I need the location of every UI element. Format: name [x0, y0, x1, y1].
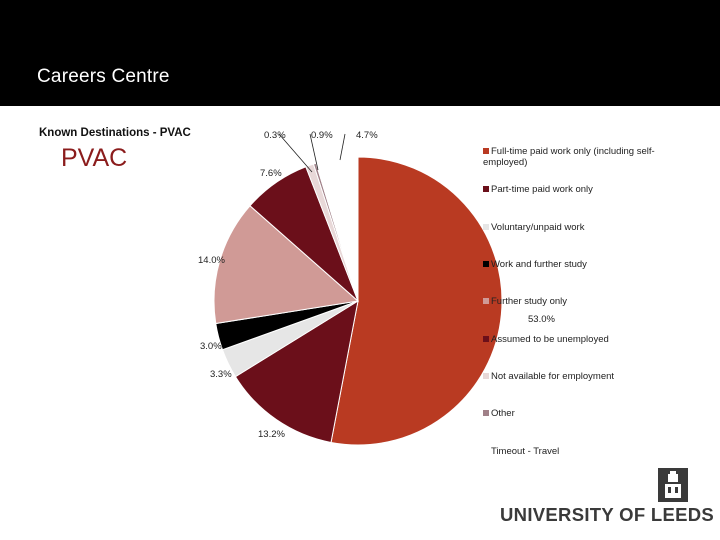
legend-label: Not available for employment — [491, 371, 615, 382]
header-bar: Careers Centre — [0, 0, 720, 106]
legend-swatch — [483, 373, 489, 379]
legend-item: Other — [483, 408, 683, 419]
legend-item: Assumed to be unemployed — [483, 334, 683, 345]
university-crest-icon — [658, 468, 688, 502]
legend-swatch — [483, 224, 489, 230]
legend-swatch — [483, 261, 489, 267]
legend-label: Timeout - Travel — [491, 446, 560, 457]
legend-swatch — [483, 448, 489, 454]
legend-label: Full-time paid work only (including self… — [483, 146, 655, 168]
slice-value-label: 0.9% — [311, 130, 333, 141]
legend-swatch — [483, 186, 489, 192]
legend-item: Part-time paid work only — [483, 184, 683, 195]
chart-subtitle: Known Destinations - PVAC — [39, 127, 191, 139]
legend-label: Further study only — [491, 296, 568, 307]
slice-value-label: 4.7% — [356, 130, 378, 141]
header-title: Careers Centre — [37, 66, 170, 87]
slice-value-label: 3.0% — [200, 341, 222, 352]
slice-value-label: 53.0% — [528, 314, 555, 325]
university-logo: UNIVERSITY OF LEEDS — [500, 466, 714, 526]
slice-leader-line — [309, 133, 319, 171]
university-name: UNIVERSITY OF LEEDS — [500, 504, 715, 525]
slice-leader-line — [339, 133, 346, 161]
legend-swatch — [483, 148, 489, 154]
slice-value-label: 7.6% — [260, 168, 282, 179]
legend-label: Assumed to be unemployed — [491, 334, 609, 345]
legend-item: Work and further study — [483, 259, 683, 270]
legend-item: Voluntary/unpaid work — [483, 222, 683, 233]
legend-label: Work and further study — [491, 259, 587, 270]
slice-value-label: 14.0% — [198, 255, 225, 266]
slice-value-label: 0.3% — [264, 130, 286, 141]
legend-label: Other — [491, 408, 515, 419]
legend-item: Not available for employment — [483, 371, 683, 382]
pie-slice — [234, 299, 359, 444]
pie-slice — [330, 156, 503, 446]
legend-item: Full-time paid work only (including self… — [483, 146, 683, 168]
slice-value-label: 13.2% — [258, 429, 285, 440]
legend-item: Timeout - Travel — [483, 446, 683, 457]
legend-swatch — [483, 410, 489, 416]
legend-swatch — [483, 298, 489, 304]
legend-item: Further study only — [483, 296, 683, 307]
legend-label: Part-time paid work only — [491, 184, 593, 195]
slice-value-label: 3.3% — [210, 369, 232, 380]
department-label: PVAC — [61, 144, 128, 172]
pie-slice — [213, 205, 360, 325]
slice-leader-line — [278, 133, 313, 173]
legend-label: Voluntary/unpaid work — [491, 222, 585, 233]
legend-swatch — [483, 336, 489, 342]
